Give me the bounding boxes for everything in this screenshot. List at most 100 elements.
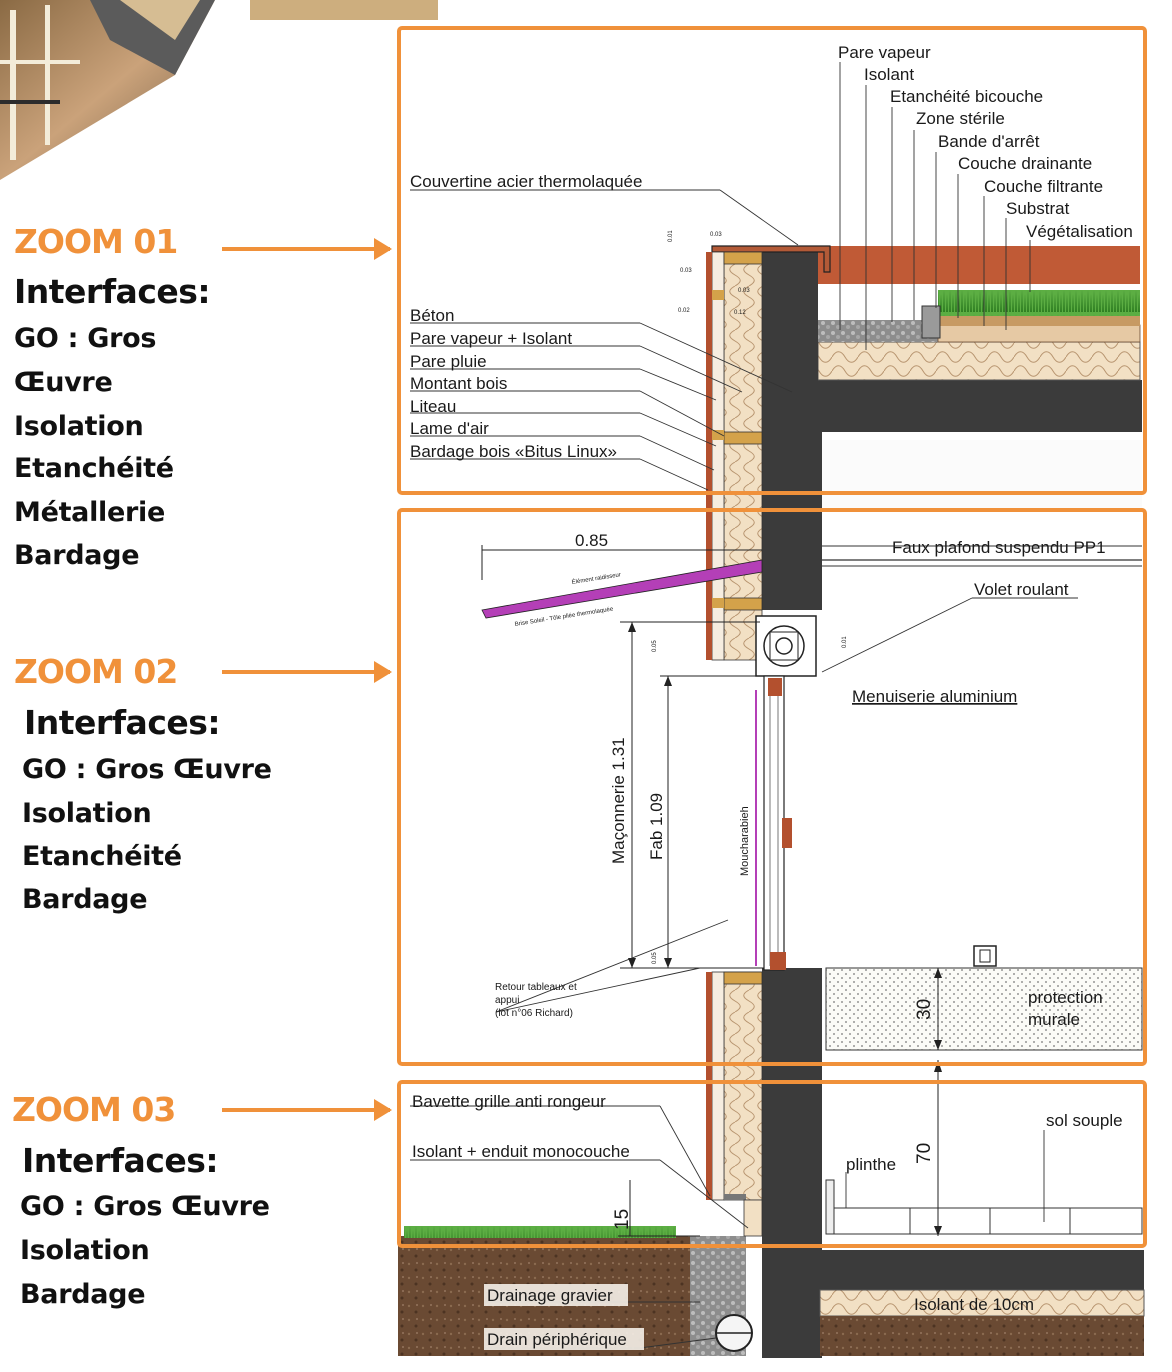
roof-label: Couche filtrante	[984, 177, 1103, 196]
dim-001: 0.01	[842, 636, 848, 648]
roof-label: Pare vapeur	[838, 43, 931, 62]
plinthe-label: plinthe	[846, 1155, 896, 1174]
retour-label: (lot n°06 Richard)	[495, 1008, 573, 1019]
dim-small: 0.02	[678, 308, 690, 314]
isolant-enduit	[743, 1199, 763, 1237]
protection-label: protection	[1028, 988, 1103, 1007]
sol-souple-floor	[825, 1207, 1143, 1235]
roof-slab	[762, 380, 1142, 432]
substrate-layer	[937, 324, 1141, 343]
roof-membrane-band	[818, 246, 1140, 284]
header-bar	[250, 0, 438, 20]
fab-label: Fab 1.09	[647, 793, 666, 860]
zoom-02-title: ZOOM 02	[14, 652, 178, 691]
protection-label: murale	[1028, 1010, 1080, 1029]
roof-label: Etanchéité bicouche	[890, 87, 1043, 106]
zoom-02-item: GO : Gros Œuvre	[22, 754, 272, 785]
wall-insulation-upper	[723, 251, 763, 661]
wall-label: Montant bois	[410, 374, 507, 393]
zoom-01-item: GO : Gros	[14, 323, 157, 354]
leader-lines	[410, 62, 1142, 1349]
building-photo-thumbnail	[0, 0, 215, 180]
arrow-heads	[628, 622, 942, 1236]
wall-label: Liteau	[410, 397, 456, 416]
wall-insulation-lower	[723, 971, 763, 1201]
window-handle	[782, 818, 792, 848]
zoom-03-arrow	[222, 1099, 392, 1121]
dim-70: 70	[914, 1143, 935, 1164]
wall-label: Béton	[410, 306, 454, 325]
menuiserie-label: Menuiserie aluminium	[852, 687, 1017, 706]
wood-cladding-lower	[706, 972, 712, 1200]
dim-small: 0.12	[734, 310, 746, 316]
roof-label: Couche drainante	[958, 154, 1092, 173]
dim-small: 0.01	[668, 230, 674, 242]
protection-murale	[825, 967, 1143, 1051]
couvertine-label: Couvertine acier thermolaquée	[410, 172, 642, 191]
zoom-03-item: Isolation	[20, 1235, 150, 1266]
zoom-01-item: Métallerie	[14, 497, 166, 528]
ground-grass	[404, 1226, 676, 1238]
isolant-10-label: Isolant de 10cm	[914, 1295, 1034, 1314]
zoom-02-item: Etanchéité	[22, 841, 182, 872]
zoom-01-title: ZOOM 01	[14, 222, 178, 261]
roof-insulation	[817, 341, 1141, 381]
roof-label: Isolant	[864, 65, 914, 84]
zoom-01-item: Etanchéité	[14, 453, 174, 484]
drainage-label: Drainage gravier	[487, 1286, 613, 1305]
dim-small: 0.03	[680, 268, 692, 274]
zoom-01-item: Bardage	[14, 540, 140, 571]
zoom-02-item: Isolation	[22, 798, 152, 829]
roof-label: Substrat	[1006, 199, 1070, 218]
sterile-zone-gravel	[818, 320, 938, 342]
wall-label: Bardage bois «Bitus Linux»	[410, 442, 617, 461]
outlet-box	[973, 945, 997, 967]
dim-small: 0.03	[738, 288, 750, 294]
wall-label: Pare pluie	[410, 352, 487, 371]
dim-005-top: 0.05	[652, 640, 658, 652]
dim-15: 15	[612, 1209, 633, 1230]
zoom-frames	[397, 26, 1147, 1248]
retour-label: appui	[495, 995, 519, 1006]
zoom-03-title: ZOOM 03	[12, 1090, 176, 1129]
concrete-lintel	[762, 510, 822, 610]
isolant-enduit-label: Isolant + enduit monocouche	[412, 1142, 630, 1161]
roof-label: Zone stérile	[916, 109, 1005, 128]
wall-label: Pare vapeur + Isolant	[410, 329, 572, 348]
zoom-02-item: Bardage	[22, 884, 148, 915]
roof-label: Végétalisation	[1026, 222, 1133, 241]
maconnerie-label: Maçonnerie 1.31	[609, 737, 628, 864]
bande-arret	[921, 305, 941, 339]
bavette-label: Bavette grille anti rongeur	[412, 1092, 606, 1111]
dimension-lines	[481, 545, 939, 1237]
zoom-02-heading: Interfaces:	[24, 703, 221, 742]
dim-005-bottom: 0.05	[652, 952, 658, 964]
zoom-01-heading: Interfaces:	[14, 272, 211, 311]
volet-label: Volet roulant	[974, 580, 1069, 599]
moucharabieh-label: Moucharabieh	[739, 806, 751, 876]
zoom-02-arrow	[222, 661, 392, 683]
zoom-01-arrow	[222, 238, 392, 260]
retour-label: Retour tableaux et	[495, 982, 577, 993]
vegetation-layer	[938, 290, 1140, 316]
wood-cladding-upper	[706, 252, 712, 660]
dim-30: 30	[914, 999, 935, 1020]
drain-label: Drain périphérique	[487, 1330, 627, 1349]
brise-soleil	[481, 559, 763, 619]
under-slab-insulation	[819, 1289, 1145, 1317]
overhang-dim: 0.85	[575, 531, 608, 550]
zoom-03-item: GO : Gros Œuvre	[20, 1191, 270, 1222]
zoom-01-frame	[397, 26, 1147, 495]
zoom-01-item: Œuvre	[14, 367, 113, 398]
zoom-03-frame	[397, 1080, 1147, 1248]
drainage-layer	[938, 316, 1140, 326]
zoom-02-frame	[397, 508, 1147, 1066]
dim-small: 0.03	[710, 232, 722, 238]
zoom-03-heading: Interfaces:	[22, 1141, 219, 1180]
concrete-wall-lower	[762, 968, 822, 1358]
sol-souple-label: sol souple	[1046, 1111, 1123, 1130]
wall-label: Lame d'air	[410, 419, 489, 438]
plinthe	[825, 1179, 835, 1235]
zoom-03-item: Bardage	[20, 1279, 146, 1310]
